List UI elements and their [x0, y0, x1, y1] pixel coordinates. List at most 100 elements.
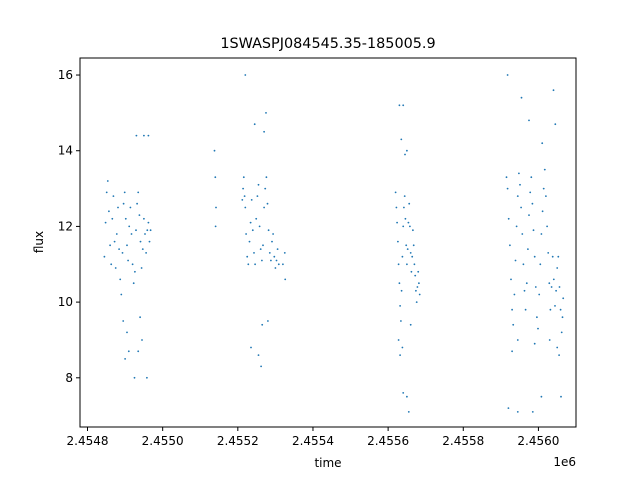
data-point — [551, 255, 554, 258]
data-point — [415, 289, 417, 292]
data-point — [407, 411, 410, 413]
data-point — [543, 168, 546, 171]
data-point — [119, 278, 122, 281]
data-point — [215, 206, 217, 209]
data-point — [141, 248, 144, 251]
data-point — [404, 153, 406, 156]
data-point — [394, 191, 397, 194]
data-point — [214, 176, 217, 179]
data-point — [531, 411, 534, 413]
data-point — [113, 240, 116, 243]
data-point — [126, 244, 128, 247]
data-point — [139, 240, 142, 243]
data-point — [402, 104, 405, 107]
data-point — [253, 252, 255, 254]
data-point — [552, 278, 555, 281]
data-point — [414, 274, 417, 277]
x-tick-label: 2.4552 — [217, 434, 259, 448]
data-point — [552, 89, 555, 92]
data-point — [140, 267, 143, 269]
data-point — [273, 255, 276, 258]
x-tick-label: 2.4548 — [67, 434, 109, 448]
data-point — [413, 263, 416, 266]
data-point — [127, 259, 129, 262]
data-point — [256, 195, 259, 198]
data-point — [527, 248, 529, 251]
data-point — [406, 248, 409, 251]
data-point — [555, 289, 557, 292]
data-point — [541, 210, 544, 213]
data-point — [546, 225, 548, 228]
data-point — [103, 255, 106, 258]
x-tick-label: 2.4560 — [517, 434, 559, 448]
y-tick-label: 10 — [58, 295, 73, 309]
data-point — [122, 320, 125, 322]
data-point — [275, 259, 278, 262]
data-point — [268, 252, 271, 254]
data-point — [415, 301, 418, 303]
data-point — [506, 74, 509, 76]
y-tick-label: 16 — [58, 68, 73, 82]
data-point — [403, 195, 406, 198]
data-point — [395, 206, 398, 209]
data-point — [539, 263, 542, 266]
data-point — [148, 240, 151, 243]
x-tick-label: 2.4556 — [367, 434, 409, 448]
data-point — [139, 316, 142, 319]
data-point — [133, 376, 136, 379]
data-point — [558, 286, 561, 288]
data-point — [549, 308, 552, 311]
data-point — [272, 233, 274, 235]
data-point — [412, 229, 414, 232]
data-point — [560, 331, 563, 334]
data-point — [213, 149, 216, 152]
data-point — [250, 199, 253, 201]
y-axis-ticks: 8 10 12 14 16 — [58, 68, 80, 385]
data-point — [242, 176, 245, 179]
data-point — [542, 187, 545, 190]
data-point — [529, 191, 532, 194]
data-point — [512, 323, 515, 326]
data-point — [243, 195, 246, 198]
data-point — [261, 259, 263, 262]
data-point — [254, 263, 256, 266]
data-point — [255, 217, 258, 220]
data-point — [120, 293, 123, 296]
data-point — [117, 206, 119, 209]
x-axis-label: time — [314, 456, 341, 470]
data-point — [145, 252, 148, 254]
data-point — [141, 339, 143, 341]
data-point — [402, 225, 405, 228]
data-point — [121, 252, 124, 254]
data-point — [511, 308, 513, 311]
data-point — [398, 104, 401, 107]
data-point — [397, 263, 400, 266]
data-point — [274, 267, 277, 269]
data-point — [246, 255, 249, 258]
data-point — [538, 293, 541, 296]
data-point — [418, 293, 421, 296]
data-point — [284, 278, 287, 281]
data-point — [131, 263, 134, 266]
data-point — [397, 240, 399, 243]
data-point — [402, 392, 405, 394]
data-point — [143, 134, 145, 137]
data-point — [282, 263, 284, 266]
data-point — [409, 225, 411, 228]
data-point — [520, 96, 523, 99]
data-point — [136, 202, 139, 205]
data-point — [507, 407, 510, 409]
data-point — [149, 229, 152, 232]
data-point — [522, 263, 525, 266]
data-point — [144, 233, 146, 235]
data-point — [244, 74, 247, 76]
data-point — [104, 221, 107, 224]
data-point — [410, 270, 413, 273]
x-tick-label: 2.4558 — [442, 434, 484, 448]
data-point — [406, 149, 408, 152]
data-point — [521, 233, 524, 235]
data-point — [548, 339, 551, 341]
data-point — [271, 240, 273, 243]
data-point — [132, 282, 135, 285]
